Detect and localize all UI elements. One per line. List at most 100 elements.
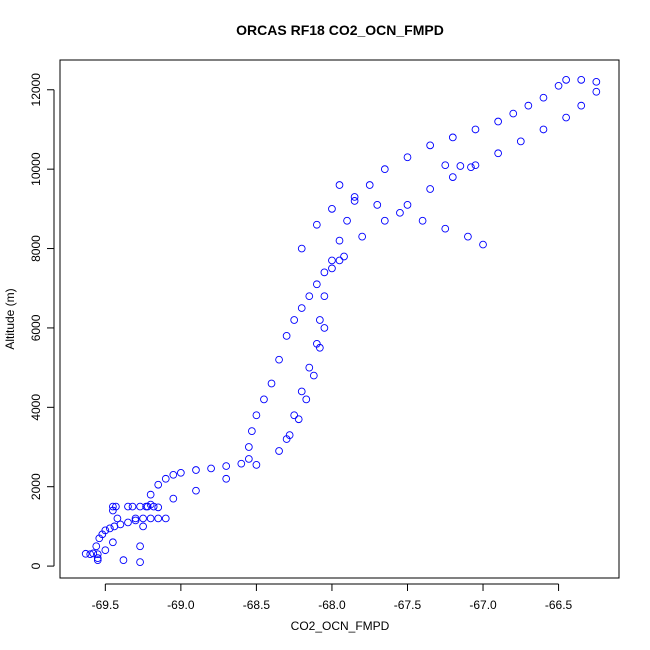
- data-point: [396, 208, 404, 217]
- y-axis-label: Altitude (m): [3, 288, 17, 349]
- data-point: [252, 411, 261, 420]
- data-point: [403, 201, 412, 209]
- data-point: [89, 549, 98, 558]
- data-point: [456, 162, 465, 170]
- y-tick-label: 0: [29, 562, 43, 569]
- data-point: [471, 161, 480, 170]
- data-point: [418, 216, 427, 225]
- x-tick-label: -69.0: [167, 598, 195, 612]
- data-point: [124, 518, 132, 527]
- data-point: [316, 316, 324, 324]
- data-point: [305, 292, 314, 301]
- data-point: [328, 264, 336, 273]
- data-point: [207, 464, 215, 473]
- y-axis: 0 2000 4000 6000 8000 10000 12000: [29, 73, 55, 569]
- data-point: [312, 280, 321, 289]
- data-point: [592, 77, 601, 86]
- data-point: [146, 490, 155, 499]
- data-point: [136, 558, 144, 566]
- data-point: [177, 468, 185, 477]
- data-point: [335, 236, 344, 245]
- data-point: [358, 232, 367, 241]
- data-point: [494, 117, 502, 126]
- data-point: [139, 522, 147, 531]
- data-point: [328, 256, 336, 265]
- data-point: [92, 542, 101, 551]
- data-point: [524, 101, 533, 110]
- data-point: [245, 443, 253, 451]
- data-point: [365, 181, 374, 189]
- data-point: [554, 81, 563, 90]
- data-point: [403, 153, 412, 162]
- data-point: [142, 502, 150, 511]
- data-point: [343, 216, 351, 225]
- data-point: [562, 113, 570, 122]
- data-point: [441, 161, 450, 170]
- x-tick-label: -67.5: [394, 598, 422, 612]
- x-tick-label: -69.5: [92, 598, 120, 612]
- y-tick-label: 2000: [29, 473, 43, 500]
- data-point: [275, 447, 283, 455]
- data-point: [93, 554, 102, 563]
- data-point: [109, 502, 117, 511]
- data-point: [592, 87, 601, 96]
- data-point: [320, 268, 329, 277]
- data-point: [248, 427, 256, 435]
- data-point: [161, 514, 170, 523]
- y-tick-label: 10000: [29, 152, 43, 186]
- data-point: [282, 332, 291, 340]
- data-point: [252, 461, 261, 469]
- data-point: [192, 486, 200, 495]
- data-point: [320, 324, 329, 332]
- data-point: [320, 292, 329, 301]
- data-point: [146, 514, 155, 523]
- data-point: [448, 173, 457, 181]
- x-tick-label: -66.5: [545, 598, 573, 612]
- data-point: [260, 395, 268, 404]
- y-tick-label: 8000: [29, 235, 43, 262]
- data-point: [154, 514, 163, 523]
- data-point: [161, 474, 170, 483]
- y-tick-label: 4000: [29, 394, 43, 421]
- data-point: [380, 216, 389, 225]
- data-point: [93, 550, 102, 559]
- data-point: [305, 363, 314, 372]
- data-point: [335, 181, 344, 189]
- data-point: [131, 514, 140, 523]
- plot-area: [59, 59, 620, 579]
- data-point: [275, 355, 283, 364]
- data-point: [131, 516, 140, 525]
- data-point: [350, 193, 359, 201]
- y-tick-label: 6000: [29, 314, 43, 341]
- data-point: [146, 500, 155, 509]
- data-point: [350, 197, 359, 205]
- data-point: [136, 502, 144, 511]
- y-tick-label: 12000: [29, 73, 43, 107]
- x-axis-label: CO2_OCN_FMPD: [291, 619, 390, 633]
- data-point: [116, 520, 125, 529]
- data-point: [494, 149, 502, 158]
- data-point: [426, 185, 434, 193]
- data-point: [112, 502, 120, 511]
- data-point: [464, 232, 472, 241]
- data-point: [562, 75, 570, 84]
- data-point: [577, 101, 586, 110]
- data-point: [267, 379, 276, 388]
- data-point: [448, 133, 457, 142]
- data-point: [312, 220, 321, 229]
- x-tick-label: -67.0: [469, 598, 497, 612]
- data-point: [128, 502, 137, 511]
- data-point: [290, 411, 299, 420]
- data-point: [577, 75, 586, 84]
- data-point: [285, 431, 294, 439]
- data-points: [81, 75, 601, 566]
- data-point: [169, 470, 178, 479]
- data-point: [290, 316, 299, 324]
- data-point: [124, 502, 132, 511]
- data-point: [297, 387, 306, 396]
- chart-title: ORCAS RF18 CO2_OCN_FMPD: [236, 22, 444, 38]
- data-point: [237, 459, 246, 468]
- data-point: [316, 343, 324, 352]
- data-point: [139, 514, 147, 523]
